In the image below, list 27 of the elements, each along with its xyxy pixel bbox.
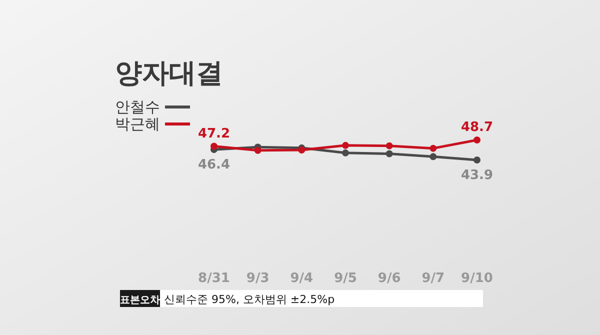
data-label: 43.9	[460, 168, 494, 183]
point	[298, 146, 306, 154]
point	[342, 142, 349, 149]
legend-label: 안철수	[115, 98, 160, 116]
x-tick-label: 9/3	[246, 271, 270, 286]
point	[474, 136, 480, 144]
legend-label: 박근혜	[115, 115, 160, 133]
chart-title: 양자대결	[115, 58, 223, 89]
text: 신뢰수준 95%, 오차범위 ±2.5%p	[164, 293, 335, 306]
data-label: 47.2	[198, 126, 230, 142]
point	[474, 156, 480, 164]
point	[342, 149, 349, 156]
point	[254, 146, 262, 154]
point	[386, 150, 393, 158]
point	[430, 144, 437, 152]
x-tick-label: 9/6	[378, 271, 401, 286]
x-tick-label: 9/4	[290, 271, 314, 286]
text: 표본오차	[120, 295, 160, 306]
point	[430, 153, 437, 160]
data-label: 46.4	[198, 158, 230, 173]
x-tick-label: 9/10	[461, 271, 493, 286]
point	[210, 142, 218, 150]
x-tick-label: 9/7	[422, 271, 445, 286]
x-tick-label: 8/31	[198, 271, 230, 286]
point	[386, 142, 393, 150]
data-label: 48.7	[460, 120, 494, 135]
x-tick-label: 9/5	[334, 271, 357, 286]
